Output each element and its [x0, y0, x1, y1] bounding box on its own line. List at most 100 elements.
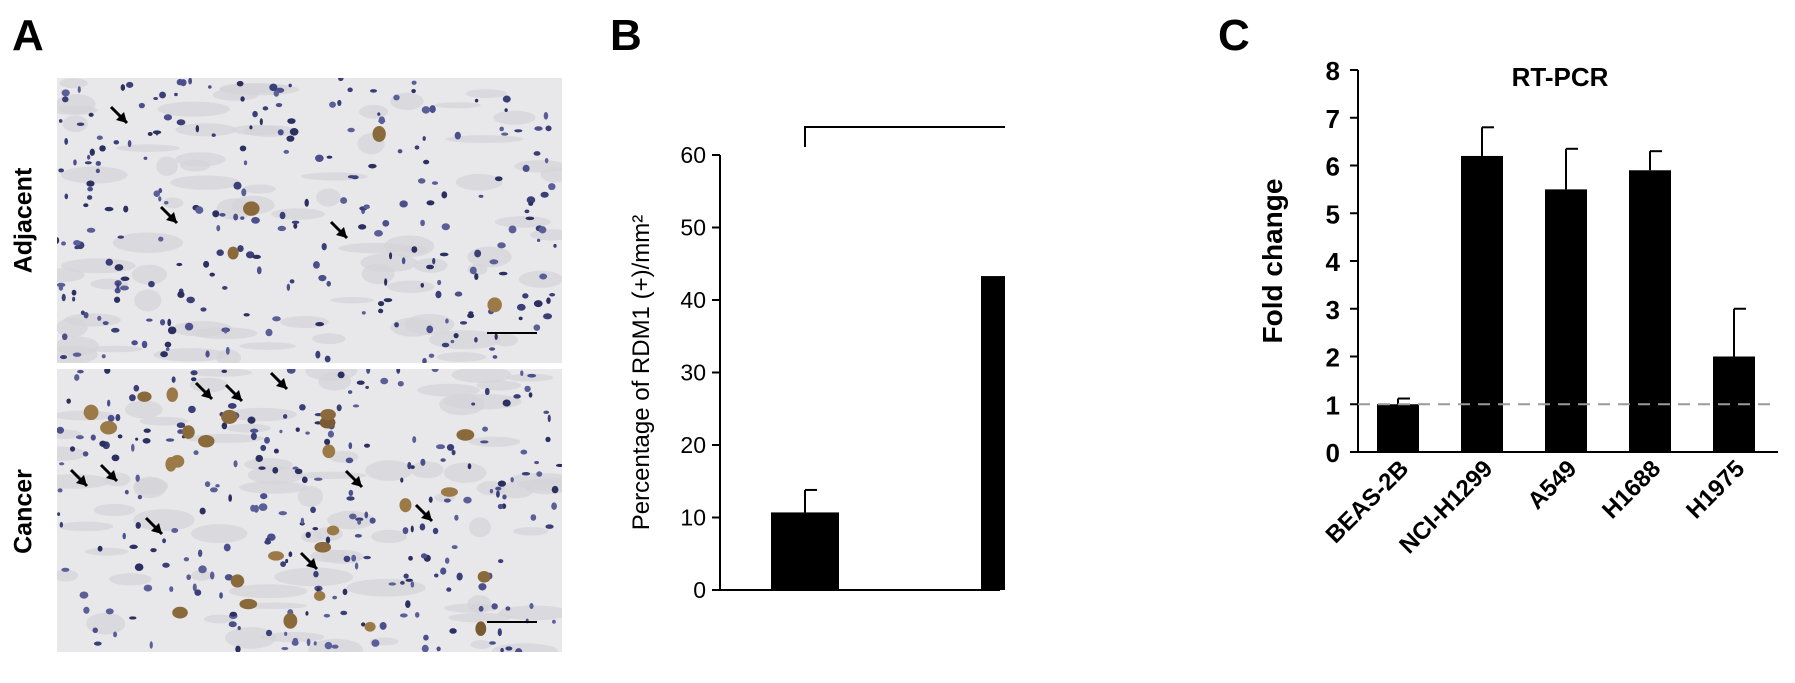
- nucleus: [313, 641, 317, 646]
- stroma-fiber: [498, 605, 562, 621]
- nucleus: [265, 629, 273, 637]
- stained-cell: [477, 570, 491, 583]
- nucleus: [324, 641, 333, 650]
- nucleus: [514, 129, 523, 133]
- nucleus: [405, 578, 413, 582]
- stroma-fiber: [87, 345, 143, 353]
- nucleus: [281, 646, 289, 651]
- stroma-fiber: [133, 509, 195, 532]
- stained-cell: [487, 297, 502, 313]
- y-tick-label: 0: [1326, 438, 1340, 468]
- nucleus: [176, 262, 183, 267]
- nucleus: [252, 110, 258, 118]
- nucleus: [489, 641, 496, 645]
- nucleus: [61, 333, 68, 341]
- arrow-head: [276, 378, 287, 389]
- nucleus: [252, 254, 261, 260]
- nucleus: [553, 243, 557, 248]
- nucleus: [101, 354, 106, 359]
- nucleus: [499, 126, 504, 132]
- nucleus: [528, 201, 534, 206]
- nucleus: [142, 438, 151, 444]
- nucleus: [533, 300, 543, 308]
- arrow-head: [201, 388, 212, 399]
- nucleus: [203, 260, 210, 268]
- stroma-fiber: [468, 517, 491, 538]
- nucleus: [355, 517, 364, 522]
- nucleus: [389, 252, 393, 260]
- nucleus: [494, 333, 498, 340]
- nucleus: [176, 119, 186, 126]
- nucleus: [426, 325, 434, 334]
- nucleus: [301, 476, 308, 484]
- nucleus: [544, 157, 549, 164]
- nucleus: [89, 148, 95, 156]
- nucleus: [394, 322, 399, 328]
- stroma-fiber: [387, 280, 435, 293]
- nucleus: [190, 377, 197, 382]
- nucleus: [491, 603, 498, 610]
- stroma-fiber: [175, 152, 226, 167]
- nucleus: [264, 539, 272, 545]
- nucleus: [138, 102, 145, 109]
- nucleus: [225, 346, 230, 355]
- nucleus: [336, 404, 342, 412]
- stroma-fiber: [239, 481, 308, 494]
- nucleus: [426, 200, 435, 206]
- nucleus: [444, 557, 450, 564]
- nucleus: [312, 527, 319, 531]
- stroma-fiber: [327, 510, 374, 530]
- nucleus: [260, 493, 268, 500]
- nucleus: [497, 628, 502, 637]
- nucleus: [449, 628, 457, 634]
- bar-adjacent: [771, 512, 839, 590]
- nucleus: [326, 280, 331, 287]
- y-tick-label: 5: [1326, 199, 1340, 229]
- stroma-fiber: [112, 232, 183, 253]
- stroma-fiber: [443, 393, 522, 410]
- nucleus: [283, 149, 290, 154]
- nucleus: [129, 544, 138, 550]
- stroma-fiber: [390, 317, 435, 337]
- stroma-fiber: [505, 373, 554, 382]
- nucleus: [251, 217, 260, 224]
- stroma-fiber: [57, 569, 79, 582]
- stroma-fiber: [162, 197, 184, 209]
- nucleus: [272, 466, 279, 474]
- nucleus: [520, 449, 528, 455]
- nucleus: [518, 316, 523, 321]
- nucleus: [431, 181, 439, 185]
- nucleus: [555, 463, 562, 467]
- nucleus: [243, 160, 248, 166]
- nucleus: [93, 641, 102, 646]
- nucleus: [99, 145, 106, 152]
- nucleus: [60, 355, 68, 360]
- nucleus: [445, 318, 449, 324]
- nucleus: [454, 291, 463, 297]
- bar-nci-h1299: [1461, 155, 1503, 452]
- nucleus: [289, 279, 295, 284]
- nucleus: [79, 591, 89, 599]
- stroma-fiber: [443, 462, 487, 483]
- nucleus: [538, 226, 547, 234]
- nucleus: [515, 648, 523, 652]
- nucleus: [264, 436, 270, 444]
- stroma-fiber: [57, 446, 87, 461]
- arrow-head: [231, 390, 242, 401]
- nucleus: [233, 213, 239, 221]
- stroma-fiber: [153, 348, 229, 362]
- nucleus: [393, 94, 400, 101]
- nucleus: [323, 613, 331, 618]
- nucleus: [96, 135, 103, 140]
- stroma-fiber: [228, 584, 308, 599]
- nucleus: [349, 513, 357, 520]
- nucleus: [282, 414, 288, 419]
- nucleus: [356, 380, 365, 385]
- stroma-fiber: [518, 270, 562, 288]
- nucleus: [516, 303, 526, 311]
- nucleus: [241, 188, 247, 197]
- micrograph-adjacent-image: [57, 78, 562, 363]
- nucleus: [57, 282, 66, 288]
- stained-cell: [456, 429, 475, 441]
- nucleus: [117, 434, 123, 439]
